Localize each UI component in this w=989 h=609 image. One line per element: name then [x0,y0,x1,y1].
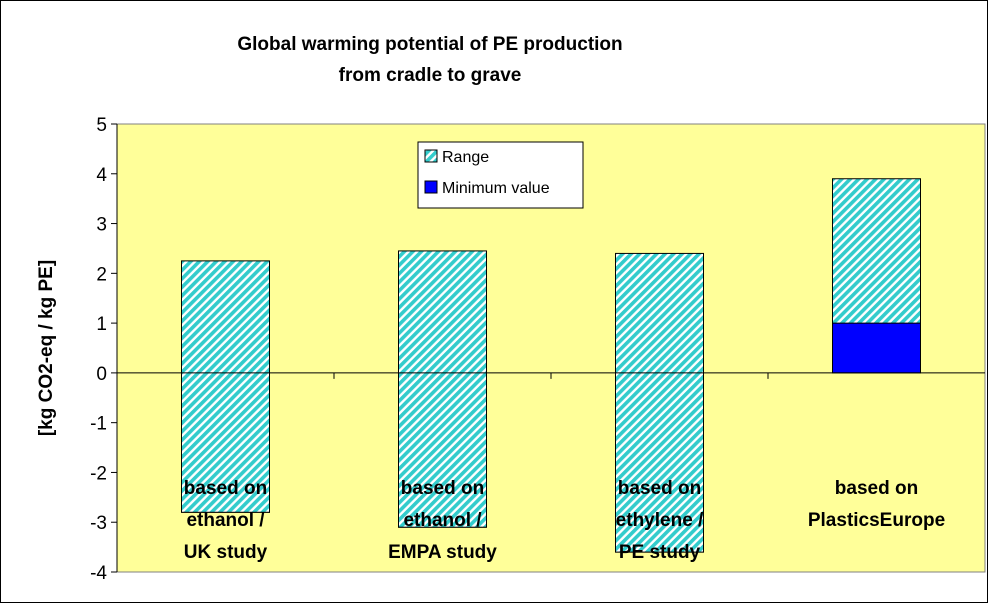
legend-label: Minimum value [442,180,550,197]
y-tick-label: -2 [90,463,107,484]
legend-box [417,141,584,209]
y-tick-label: 2 [96,264,107,285]
y-tick-label: -3 [90,513,107,534]
y-axis-label: [kg CO2-eq / kg PE] [36,260,57,436]
y-tick-label: 3 [96,215,107,236]
range-bar [615,252,704,553]
legend-swatch [424,149,438,163]
y-tick-label: 1 [96,314,107,335]
range-bar [398,250,487,528]
minimum-bar [832,322,921,374]
y-tick-label: 4 [96,165,107,186]
range-bar [832,178,921,324]
legend-label: Range [442,149,489,166]
x-tick-label: based on ethylene / PE study [616,478,704,563]
y-tick-label: -4 [90,563,107,584]
x-tick-label: based on PlasticsEurope [808,478,945,531]
y-tick-label: 5 [96,115,107,136]
y-tick-label: 0 [96,364,107,385]
x-tick-label: based on ethanol / UK study [184,478,268,563]
y-tick-label: -1 [90,414,107,435]
x-tick-label: based on ethanol / EMPA study [388,478,497,563]
legend-swatch [424,180,438,194]
range-bar [181,260,270,513]
chart-title: Global warming potential of PE productio… [237,34,622,86]
legend: Range Minimum value [417,141,584,209]
